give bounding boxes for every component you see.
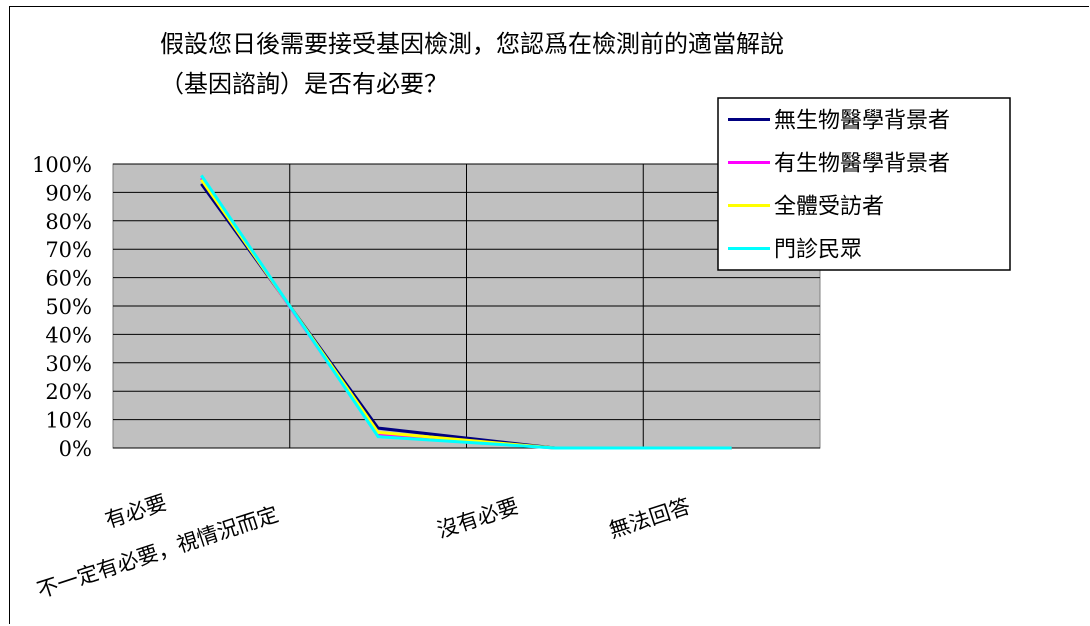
x-category-label: 有必要: [102, 490, 169, 532]
x-category-label: 不一定有必要，視情況而定: [34, 502, 281, 603]
x-category-label: 無法回答: [606, 494, 693, 543]
y-tick-label: 0%: [59, 437, 92, 461]
y-tick-label: 30%: [45, 352, 92, 376]
y-tick-label: 10%: [45, 409, 92, 433]
y-tick-label: 60%: [45, 267, 92, 291]
y-tick-label: 80%: [45, 210, 92, 234]
y-tick-label: 70%: [45, 238, 92, 262]
plot-area: [112, 163, 821, 449]
chart-title-line-1: 假設您日後需要接受基因檢測，您認爲在檢測前的適當解說: [160, 30, 784, 58]
legend-label: 全體受訪者: [774, 195, 884, 220]
y-tick-label: 50%: [45, 295, 92, 319]
y-axis-ticks: 100% 90% 80% 70% 60% 50% 40% 30% 20% 10% 0%: [32, 153, 92, 461]
series-lines: [200, 174, 732, 450]
series-line: [200, 174, 732, 450]
legend-label: 有生物醫學背景者: [774, 152, 950, 177]
legend-box: [717, 97, 1011, 271]
y-tick-label: 20%: [45, 380, 92, 404]
y-tick-label: 40%: [45, 323, 92, 347]
chart-title-line-2: （基因諮詢）是否有必要？: [160, 70, 448, 98]
x-category-label: 沒有必要: [434, 494, 521, 543]
chart-frame: [9, 6, 1089, 624]
legend-label: 門診民眾: [774, 238, 862, 263]
y-tick-label: 90%: [45, 181, 92, 205]
legend-label: 無生物醫學背景者: [774, 109, 950, 134]
y-tick-label: 100%: [32, 153, 92, 177]
